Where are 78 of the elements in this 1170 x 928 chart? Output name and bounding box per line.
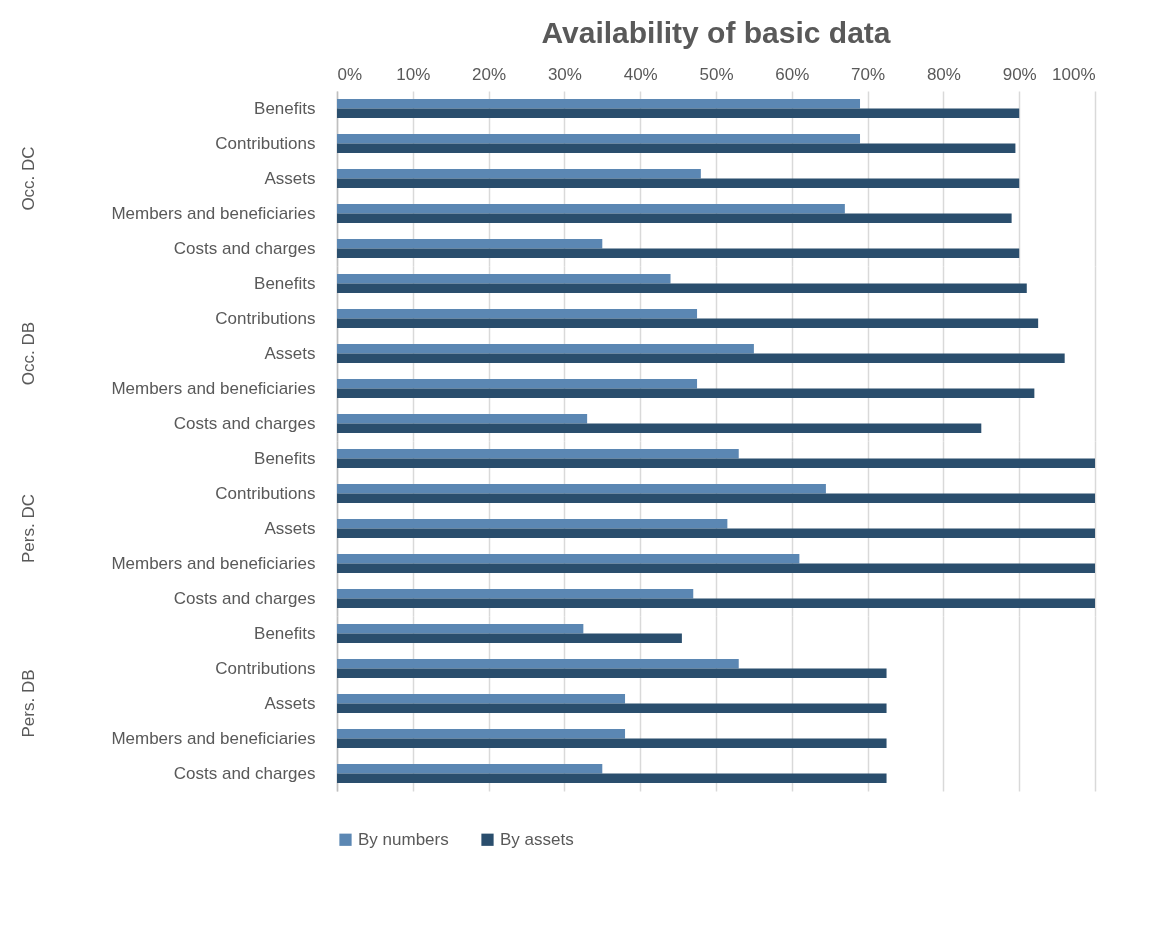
y-tick-label: Contributions (215, 308, 316, 328)
bar (337, 239, 603, 249)
bar (337, 519, 728, 529)
y-tick-label: Costs and charges (173, 763, 316, 783)
y-tick-label: Members and beneficiaries (111, 728, 316, 748)
bar (337, 773, 887, 783)
legend-label: By numbers (358, 829, 449, 849)
y-axis-title: Occ. DB (18, 321, 38, 386)
bar (337, 143, 1016, 153)
bar (337, 379, 698, 389)
bar (337, 703, 887, 713)
y-axis-title: Pers. DC (18, 494, 38, 563)
y-tick-label: Members and beneficiaries (111, 553, 316, 573)
bar (337, 344, 754, 354)
bar (337, 563, 1095, 573)
x-tick-label: 70% (851, 64, 886, 84)
y-tick-label: Assets (264, 693, 316, 713)
chart-title: Availability of basic data (541, 16, 891, 49)
bar (337, 99, 861, 109)
x-tick-label: 100% (1052, 64, 1096, 84)
bar (337, 484, 826, 494)
bar (337, 449, 739, 459)
bar (337, 598, 1095, 608)
bar (337, 493, 1095, 503)
y-tick-label: Contributions (215, 133, 316, 153)
bar (337, 204, 845, 214)
y-tick-label: Benefits (254, 273, 316, 293)
y-tick-label: Contributions (215, 658, 316, 678)
y-tick-label: Assets (264, 343, 316, 363)
x-tick-label: 50% (699, 64, 734, 84)
bar (337, 274, 671, 284)
bar (337, 668, 887, 678)
y-axis-title: Occ. DC (18, 146, 38, 211)
x-tick-label: 10% (396, 64, 431, 84)
bar (337, 178, 1020, 188)
y-tick-label: Benefits (254, 98, 316, 118)
bar (337, 213, 1012, 223)
bar (337, 729, 626, 739)
bar (337, 624, 584, 634)
y-tick-label: Costs and charges (173, 413, 316, 433)
x-tick-label: 20% (472, 64, 507, 84)
bar (337, 633, 682, 643)
bar (337, 458, 1095, 468)
bar (337, 283, 1027, 293)
y-tick-label: Assets (264, 518, 316, 538)
y-tick-label: Members and beneficiaries (111, 203, 316, 223)
bar (337, 764, 603, 774)
bar (337, 423, 982, 433)
bar (337, 694, 626, 704)
bar (337, 659, 739, 669)
bar (337, 528, 1095, 538)
x-tick-label: 90% (1002, 64, 1037, 84)
bar (337, 554, 800, 564)
y-tick-label: Costs and charges (173, 238, 316, 258)
bar (337, 318, 1039, 328)
x-tick-label: 60% (775, 64, 810, 84)
bar (337, 169, 701, 179)
x-tick-label: 80% (926, 64, 961, 84)
bar (337, 309, 698, 319)
y-tick-label: Assets (264, 168, 316, 188)
bar (337, 248, 1020, 258)
y-tick-label: Benefits (254, 623, 316, 643)
x-tick-label: 0% (337, 64, 363, 84)
y-tick-label: Members and beneficiaries (111, 378, 316, 398)
bar (337, 589, 694, 599)
y-tick-label: Contributions (215, 483, 316, 503)
bar (337, 108, 1020, 118)
y-axis-title: Pers. DB (18, 669, 38, 738)
bar (337, 134, 861, 144)
bar (337, 388, 1035, 398)
bar (337, 353, 1065, 363)
x-tick-label: 40% (623, 64, 658, 84)
y-tick-label: Benefits (254, 448, 316, 468)
x-tick-label: 30% (547, 64, 582, 84)
bar (337, 738, 887, 748)
legend-label: By assets (500, 829, 574, 849)
bar (337, 414, 588, 424)
y-tick-label: Costs and charges (173, 588, 316, 608)
